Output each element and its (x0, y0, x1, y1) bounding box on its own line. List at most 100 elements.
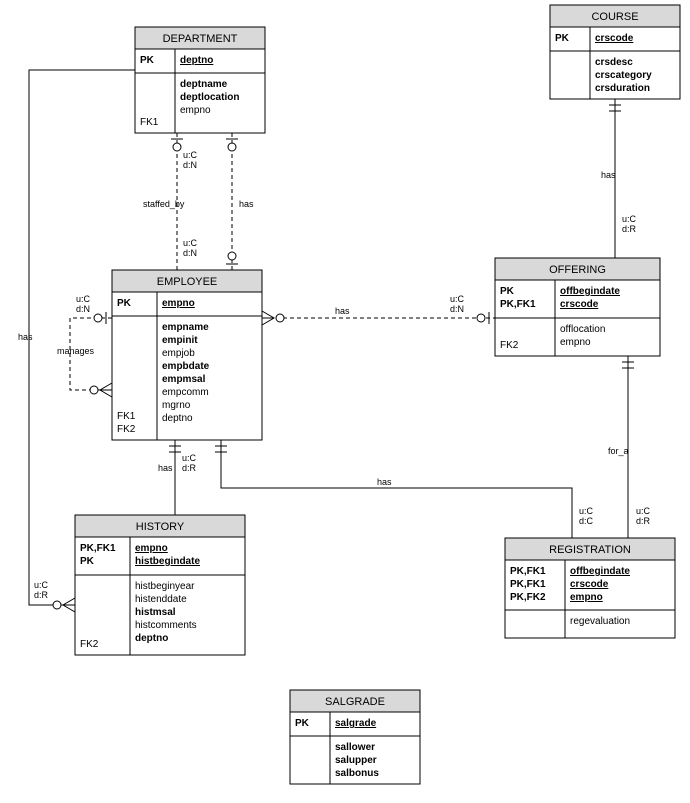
rel-label: has (158, 463, 173, 473)
attr: empname (162, 322, 209, 333)
svg-text:PK: PK (80, 556, 95, 567)
rel-label: has (335, 306, 350, 316)
svg-text:d:R: d:R (182, 463, 197, 473)
svg-text:d:R: d:R (622, 224, 637, 234)
entity-history: HISTORY PK,FK1 empno PK histbegindate histbeg… (75, 515, 245, 655)
attr: deptno (135, 633, 168, 644)
attr: empbdate (162, 361, 210, 372)
er-diagram: staffed_byu:Cd:Nu:Cd:Nhasmanagesu:Cd:Nha… (0, 0, 690, 803)
svg-text:PK,FK1: PK,FK1 (80, 543, 116, 554)
attr: empno (560, 337, 591, 348)
svg-text:FK2: FK2 (500, 340, 519, 351)
attr: empcomm (162, 387, 209, 398)
svg-text:u:C: u:C (183, 238, 198, 248)
svg-text:u:C: u:C (76, 294, 91, 304)
rel-label: staffed_by (143, 199, 185, 209)
svg-text:d:R: d:R (636, 516, 651, 526)
entity-title: COURSE (591, 11, 638, 23)
pk-attr: empno (135, 543, 168, 554)
pk-attr: empno (570, 592, 603, 603)
pk-attr: crscode (570, 579, 609, 590)
attr: empinit (162, 335, 198, 346)
svg-text:d:N: d:N (76, 304, 90, 314)
entity-title: EMPLOYEE (157, 276, 218, 288)
svg-text:u:C: u:C (636, 506, 651, 516)
svg-text:d:N: d:N (450, 304, 464, 314)
emp-has-offering: has u:Cd:N (262, 294, 495, 325)
attr: histenddate (135, 594, 187, 605)
attr: deptname (180, 79, 228, 90)
dept-staffed-by-emp: staffed_byu:Cd:Nu:Cd:N (143, 133, 198, 292)
attr: empno (180, 105, 211, 116)
entity-registration: REGISTRATIONPK,FK1offbegindatePK,FK1crsc… (505, 538, 675, 638)
entity-offering: OFFERING PK offbegindate PK,FK1 crscode offlo… (495, 258, 660, 356)
svg-text:FK1: FK1 (140, 117, 159, 128)
entity-salgrade: SALGRADE PK salgrade sallower salupper salbon… (290, 690, 420, 784)
svg-text:u:C: u:C (450, 294, 465, 304)
svg-text:u:C: u:C (622, 214, 637, 224)
attr: salbonus (335, 768, 379, 779)
svg-text:FK2: FK2 (117, 424, 136, 435)
svg-text:d:R: d:R (34, 590, 49, 600)
attr: mgrno (162, 400, 191, 411)
svg-text:PK,FK1: PK,FK1 (510, 566, 546, 577)
svg-text:PK,FK1: PK,FK1 (510, 579, 546, 590)
rel-label: has (377, 477, 392, 487)
rel-label: manages (57, 346, 95, 356)
svg-text:d:N: d:N (183, 248, 197, 258)
svg-text:PK: PK (117, 298, 132, 309)
attr: histmsal (135, 607, 176, 618)
attr: salupper (335, 755, 377, 766)
attr: empmsal (162, 374, 206, 385)
svg-text:FK1: FK1 (117, 411, 136, 422)
pk-attr: deptno (180, 55, 213, 66)
pk-attr: crscode (560, 299, 599, 310)
svg-text:u:C: u:C (182, 453, 197, 463)
entity-title: OFFERING (549, 264, 606, 276)
pk-attr: salgrade (335, 718, 377, 729)
pk-attr: empno (162, 298, 195, 309)
entity-course: COURSE PK crscode crsdesc crscategory crsdura… (550, 5, 680, 99)
svg-text:PK: PK (295, 718, 310, 729)
svg-text:d:C: d:C (579, 516, 594, 526)
rel-label: has (18, 332, 33, 342)
svg-text:PK,FK1: PK,FK1 (500, 299, 536, 310)
pk-attr: offbegindate (570, 566, 630, 577)
rel-label: has (239, 199, 254, 209)
dept-has-emp-mgr: has (226, 133, 254, 270)
attr: crsduration (595, 83, 650, 94)
pk-attr: histbegindate (135, 556, 200, 567)
entity-title: SALGRADE (325, 696, 385, 708)
pk-attr: offbegindate (560, 286, 620, 297)
attr: histcomments (135, 620, 197, 631)
svg-text:u:C: u:C (34, 580, 49, 590)
emp-manages-emp: manages u:Cd:N (57, 294, 112, 397)
entity-title: HISTORY (136, 521, 185, 533)
attr: histbeginyear (135, 581, 195, 592)
entity-title: DEPARTMENT (163, 33, 238, 45)
svg-text:d:N: d:N (183, 160, 197, 170)
svg-text:u:C: u:C (579, 506, 594, 516)
svg-text:PK: PK (500, 286, 515, 297)
attr: offlocation (560, 324, 605, 335)
rel-label: for_a (608, 446, 629, 456)
attr: regevaluation (570, 616, 630, 627)
svg-text:PK,FK2: PK,FK2 (510, 592, 546, 603)
rel-label: has (601, 170, 616, 180)
entity-title: REGISTRATION (549, 544, 631, 556)
entity-department: DEPARTMENT PK deptno deptname deptlocation em… (135, 27, 265, 133)
svg-text:u:C: u:C (183, 150, 198, 160)
attr: crsdesc (595, 57, 633, 68)
attr: deptno (162, 413, 193, 424)
attr: crscategory (595, 70, 652, 81)
attr: deptlocation (180, 92, 239, 103)
entity-employee: EMPLOYEE PK empno empname empinit empjob empbd… (112, 270, 262, 440)
course-has-offering: has u:Cd:R (601, 99, 637, 280)
offering-for-a-registration: for_a u:Cd:R (608, 356, 651, 560)
svg-text:FK2: FK2 (80, 639, 99, 650)
pk-attr: crscode (595, 33, 634, 44)
svg-text:PK: PK (555, 33, 570, 44)
svg-text:PK: PK (140, 55, 155, 66)
attr: sallower (335, 742, 375, 753)
attr: empjob (162, 348, 195, 359)
